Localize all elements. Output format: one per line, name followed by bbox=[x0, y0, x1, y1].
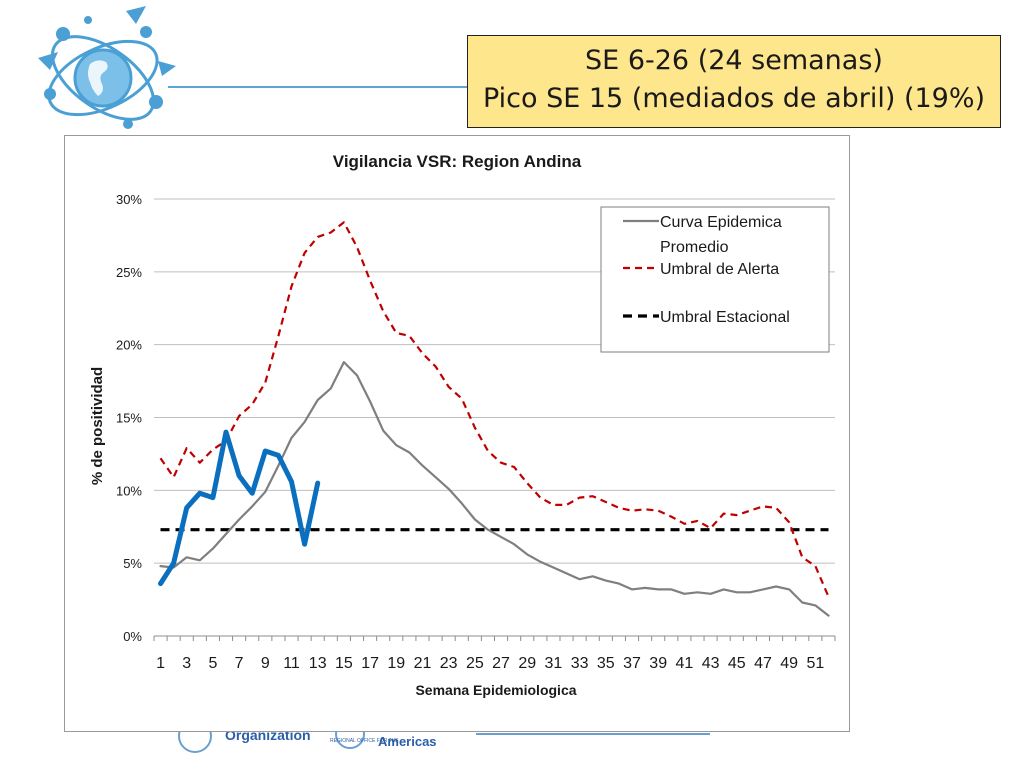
footer-emblem-2-icon bbox=[335, 728, 365, 749]
x-tick-label: 11 bbox=[283, 655, 300, 672]
x-tick-label: 19 bbox=[387, 655, 405, 672]
x-tick-label: 27 bbox=[492, 655, 510, 672]
footer-americas-label: Americas bbox=[378, 734, 437, 749]
legend-label: Umbral Estacional bbox=[660, 309, 790, 326]
footer-regional-label: REGIONAL OFFICE FOR THE bbox=[330, 738, 399, 744]
chart-title: Vigilancia VSR: Region Andina bbox=[333, 152, 582, 171]
x-tick-label: 17 bbox=[361, 655, 379, 672]
footer-emblem-icon bbox=[178, 728, 212, 753]
legend-box bbox=[600, 206, 830, 353]
y-axis-label: % de positividad bbox=[89, 367, 106, 485]
x-tick-label: 35 bbox=[597, 655, 615, 672]
legend-label: Curva Epidemica bbox=[660, 214, 782, 231]
y-tick-label: 20% bbox=[116, 338, 142, 353]
x-tick-label: 31 bbox=[545, 655, 563, 672]
y-tick-label: 25% bbox=[116, 265, 142, 280]
x-tick-label: 9 bbox=[261, 655, 270, 672]
footer-branding: Organization REGIONAL OFFICE FOR THE Ame… bbox=[178, 728, 710, 753]
y-tick-label: 5% bbox=[123, 556, 142, 571]
logo-globe-icon bbox=[38, 6, 176, 129]
series-curva-epidemica bbox=[159, 361, 830, 617]
x-tick-label: 23 bbox=[440, 655, 458, 672]
x-axis-label: Semana Epidemiologica bbox=[415, 682, 576, 698]
x-tick-label: 29 bbox=[518, 655, 536, 672]
title-box: SE 6-26 (24 semanas) Pico SE 15 (mediado… bbox=[467, 35, 1001, 128]
series-layer bbox=[158, 221, 830, 617]
x-tick-label: 15 bbox=[335, 655, 353, 672]
header-divider bbox=[168, 86, 468, 88]
x-tick-label: 33 bbox=[571, 655, 589, 672]
y-tick-label: 10% bbox=[116, 483, 142, 498]
x-tick-label: 39 bbox=[649, 655, 667, 672]
y-tick-label: 0% bbox=[123, 629, 142, 644]
chart-frame: Vigilancia VSR: Region Andina 0% 5% 10% 15%… bbox=[64, 135, 850, 732]
x-tick-label: 51 bbox=[806, 655, 824, 672]
series-umbral-alerta bbox=[159, 221, 830, 598]
chart-legend: Curva Epidemica Promedio Umbral de Alerta U… bbox=[600, 206, 830, 353]
title-line-2: Pico SE 15 (mediados de abril) (19%) bbox=[482, 83, 986, 114]
y-tick-label: 15% bbox=[116, 411, 142, 426]
x-tick-label: 21 bbox=[414, 655, 432, 672]
rsv-chart: Vigilancia VSR: Region Andina 0%5%10%15%… bbox=[89, 152, 836, 698]
x-tick-label: 3 bbox=[182, 655, 191, 672]
x-tick-label: 47 bbox=[754, 655, 772, 672]
y-tick-label: 30% bbox=[116, 192, 142, 207]
series-current-season bbox=[158, 429, 321, 587]
axes: 0%5%10%15%20%25%30%1 3 5 7 9 11 13 15 17 19 21 23 25… bbox=[116, 192, 836, 672]
x-tick-label: 5 bbox=[208, 655, 217, 672]
x-tick-label: 37 bbox=[623, 655, 641, 672]
x-tick-label: 45 bbox=[728, 655, 746, 672]
x-tick-label: 43 bbox=[702, 655, 720, 672]
legend-label: Umbral de Alerta bbox=[660, 261, 779, 278]
x-tick-label: 13 bbox=[309, 655, 327, 672]
x-tick-label: 1 bbox=[156, 655, 165, 672]
x-tick-label: 41 bbox=[675, 655, 693, 672]
legend-label: Promedio bbox=[660, 239, 729, 256]
x-tick-label: 25 bbox=[466, 655, 484, 672]
x-tick-label: 49 bbox=[780, 655, 798, 672]
title-line-1: SE 6-26 (24 semanas) bbox=[585, 45, 883, 76]
x-tick-label: 7 bbox=[235, 655, 244, 672]
